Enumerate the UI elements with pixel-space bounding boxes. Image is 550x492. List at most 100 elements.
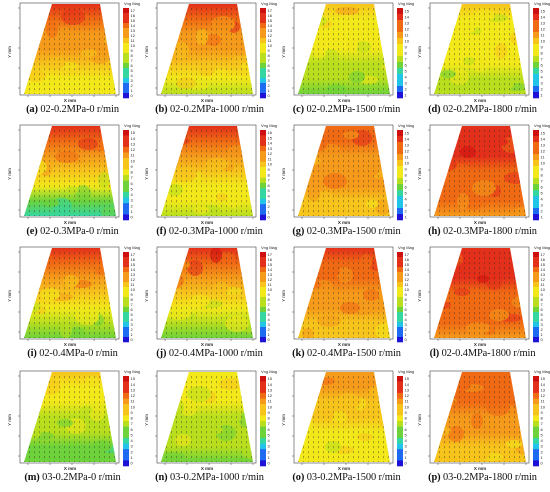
color-bar-tick-label: 1 <box>131 209 134 214</box>
color-bar-segment <box>260 409 266 416</box>
color-bar-segment <box>397 208 403 215</box>
color-bar-segment <box>123 297 129 303</box>
color-bar-tick-label: 3 <box>268 78 271 83</box>
legend-title: Vng Mag <box>261 1 277 6</box>
color-bar-segment <box>533 196 539 203</box>
y-axis-label: Y mm <box>7 168 12 180</box>
color-bar-segment <box>260 287 266 293</box>
color-bar-tick-label: 1 <box>541 93 544 98</box>
color-bar-segment <box>533 80 539 87</box>
color-bar-segment <box>123 277 129 283</box>
color-bar-segment <box>260 426 266 433</box>
color-bar-segment <box>260 53 266 59</box>
color-bar-segment <box>123 130 129 136</box>
legend-title: Vng Mag <box>124 245 140 250</box>
velocity-contour-plot: Y mm X mm Vng Mag 15 14 13 12 11 10 9 8 7 6 5 4 3 2 1 0 <box>141 368 278 471</box>
legend-title: Vng Mag <box>261 245 277 250</box>
color-bar-tick-label: 8 <box>131 170 134 175</box>
panel-caption: (i) 02-0.4MPa-0 r/min <box>4 348 141 359</box>
color-bar-segment <box>260 193 266 200</box>
color-bar-segment <box>397 8 403 15</box>
color-bar-tick-label: 0 <box>268 215 271 220</box>
color-bar-segment <box>397 257 403 263</box>
color-bar-segment <box>123 152 129 159</box>
color-bar-tick-label: 7 <box>541 179 544 184</box>
color-bar-tick-label: 10 <box>541 39 546 44</box>
color-bar-tick-label: 9 <box>131 48 134 53</box>
color-bar-segment <box>260 88 266 94</box>
color-bar-tick-label: 5 <box>405 432 408 437</box>
color-bar-segment <box>533 432 539 439</box>
color-bar-segment <box>533 160 539 167</box>
color-bar-segment <box>533 376 539 382</box>
panel-caption: (f) 02-0.3MPa-1000 r/min <box>141 226 278 237</box>
color-bar-tick-label: 15 <box>268 135 273 140</box>
color-bar-segment <box>123 307 129 313</box>
color-bar-segment <box>260 18 266 24</box>
color-bar-tick-label: 9 <box>268 48 271 53</box>
color-bar-segment <box>533 387 539 394</box>
color-bar-segment <box>533 277 539 283</box>
color-bar-tick-label: 2 <box>131 83 134 88</box>
color-bar-segment <box>123 327 129 333</box>
color-bar-segment <box>123 287 129 293</box>
color-bar-tick-label: 2 <box>405 449 408 454</box>
velocity-field <box>298 248 390 338</box>
color-bar-tick-label: 6 <box>131 63 134 68</box>
panel-caption: (a) 02-0.2MPa-0 r/min <box>4 104 141 115</box>
color-bar-tick-label: 5 <box>131 68 134 73</box>
color-bar-segment <box>260 376 266 382</box>
color-bar-segment <box>397 154 403 161</box>
x-axis-label: X mm <box>64 98 76 103</box>
color-bar-tick-label: 5 <box>541 69 544 74</box>
color-bar-segment <box>397 432 403 439</box>
color-bar-tick-label: 14 <box>541 267 546 272</box>
color-bar-tick-label: 5 <box>405 312 408 317</box>
color-bar-segment <box>260 302 266 308</box>
color-bar-tick-label: 15 <box>268 376 273 381</box>
color-bar-tick-label: 4 <box>541 438 544 443</box>
color-bar-tick-label: 9 <box>405 45 408 50</box>
figure-panel: Y mm X mm Vng Mag 15 14 13 12 11 10 9 8 7 6 5 4 3 2 1 (d) … <box>414 0 550 123</box>
color-bar-segment <box>533 56 539 63</box>
color-bar-tick-label: 10 <box>131 43 136 48</box>
color-bar-segment <box>533 38 539 45</box>
color-bar-segment <box>123 409 129 416</box>
color-bar-tick-label: 12 <box>268 393 273 398</box>
color-bar-tick-label: 3 <box>541 322 544 327</box>
color-bar-segment <box>397 267 403 273</box>
legend-title: Vng Mag <box>124 369 140 374</box>
color-bar-segment <box>533 404 539 411</box>
color-bar-tick-label: 8 <box>268 53 271 58</box>
axes-frame <box>429 246 530 340</box>
color-bar-segment <box>260 73 266 79</box>
color-bar-segment <box>397 166 403 173</box>
panel-caption: (h) 02-0.3MPa-1800 r/min <box>414 226 550 237</box>
panel-condition-text: 02-0.4MPa-0 r/min <box>36 348 118 359</box>
color-bar-segment <box>123 135 129 142</box>
velocity-contour-plot: Y mm X mm Vng Mag 17 16 15 14 13 12 11 10 9 8 7 6 5 4 3 2 1… <box>4 0 141 103</box>
panel-label: (l) <box>429 348 440 359</box>
color-bar-segment <box>123 421 129 427</box>
color-bar-tick-label: 4 <box>268 73 271 78</box>
color-bar-segment <box>533 287 539 293</box>
color-bar-tick-label: 14 <box>405 137 410 142</box>
panel-label: (o) <box>292 472 305 483</box>
color-bar-tick-label: 14 <box>405 15 410 20</box>
color-bar-segment <box>123 404 129 411</box>
color-bar-tick-label: 6 <box>131 181 134 186</box>
color-bar-segment <box>533 252 539 258</box>
color-bar-segment <box>397 277 403 283</box>
color-bar-segment <box>260 209 266 215</box>
color-bar-tick-label: 1 <box>131 332 134 337</box>
color-bar-segment <box>397 307 403 313</box>
color-bar-segment <box>260 415 266 422</box>
axes-frame <box>19 124 120 218</box>
color-bar-tick-label: 2 <box>268 83 271 88</box>
color-bar-segment <box>123 426 129 433</box>
panel-label: (h) <box>428 226 441 237</box>
color-bar-tick-label: 1 <box>541 215 544 220</box>
